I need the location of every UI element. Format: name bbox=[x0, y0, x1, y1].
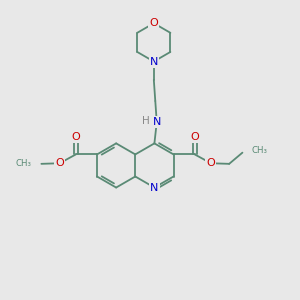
Text: CH₃: CH₃ bbox=[16, 159, 32, 168]
Text: N: N bbox=[153, 117, 161, 127]
Text: N: N bbox=[150, 182, 159, 193]
Text: H: H bbox=[142, 116, 149, 126]
Text: O: O bbox=[149, 18, 158, 28]
Text: O: O bbox=[190, 132, 199, 142]
Text: O: O bbox=[55, 158, 64, 168]
Text: O: O bbox=[206, 158, 215, 168]
Text: N: N bbox=[150, 56, 158, 67]
Text: CH₃: CH₃ bbox=[252, 146, 268, 155]
Text: O: O bbox=[71, 132, 80, 142]
